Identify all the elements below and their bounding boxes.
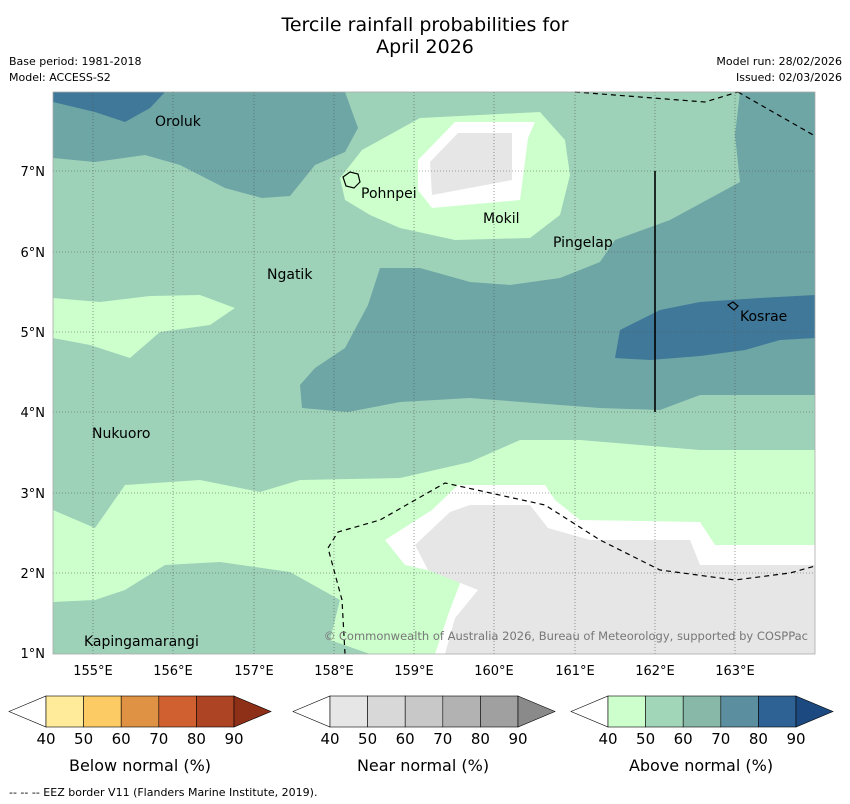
map-title: Tercile rainfall probabilities for April… [0,14,850,58]
place-pingelap: Pingelap [553,235,613,251]
legend-near-label: Near normal (%) [356,756,490,775]
model-name: Model: ACCESS-S2 [9,71,111,84]
place-nukuoro: Nukuoro [92,426,150,442]
legend-above-swatch-3 [682,695,722,728]
meta-right: Model run: 28/02/2026 Issued: 02/03/2026 [716,54,842,86]
lat-label-2n: 2°N [21,567,46,582]
lon-label-161e: 161°E [555,664,595,679]
lat-label-3n: 3°N [21,487,46,502]
legend-near-swatch-4 [442,695,481,728]
legend-above-label: Above normal (%) [628,756,774,775]
title-line-2: April 2026 [376,36,474,58]
legend-near-normal: 40 50 60 70 80 90 [292,695,556,748]
legend-above-swatch-5 [758,695,797,728]
legend-near-swatch-2 [367,695,406,728]
lon-label-155e: 155°E [73,664,113,679]
legend-near-extend-high [517,695,556,728]
lon-label-157e: 157°E [234,664,274,679]
legend-near-tick-90: 90 [508,730,527,748]
map-frame [52,91,816,655]
legend-below-swatch-1 [45,695,84,728]
legend-near-tick-40: 40 [320,730,339,748]
legend-near-tick-60: 60 [396,730,415,748]
base-period: Base period: 1981-2018 [9,55,142,68]
lon-label-163e: 163°E [715,664,755,679]
legend-above-swatch-4 [720,695,759,728]
legend-below-tick-40: 40 [36,730,55,748]
place-mokil: Mokil [483,211,520,227]
legend-below-swatch-5 [196,695,235,728]
legend-below-extend-high [233,695,272,728]
legend-above-tick-60: 60 [674,730,693,748]
lon-label-159e: 159°E [394,664,434,679]
legend-below-swatch-2 [83,695,122,728]
place-oroluk: Oroluk [155,114,202,130]
legend-near-swatch-5 [480,695,519,728]
legend-above-swatch-2 [645,695,684,728]
above-40-50-region-west [53,295,235,358]
lat-label-4n: 4°N [21,406,46,421]
legend-below-tick-60: 60 [112,730,131,748]
lon-label-162e: 162°E [635,664,675,679]
legend-below-swatch-3 [120,695,160,728]
legend-near-tick-70: 70 [433,730,452,748]
place-pohnpei: Pohnpei [361,186,417,202]
pohnpei-island-shape [342,171,361,189]
graticule [53,92,815,654]
legend-below-label: Below normal (%) [68,756,212,775]
legend-above-tick-70: 70 [711,730,730,748]
meta-left: Base period: 1981-2018 Model: ACCESS-S2 [9,54,141,86]
place-kosrae: Kosrae [740,309,787,325]
legend-above-swatch-1 [607,695,646,728]
kosrae-island-shape [726,301,739,311]
legend-near-swatch-3 [404,695,444,728]
legend-below-normal: 40 50 60 70 80 90 [8,695,272,748]
legend-near-tick-50: 50 [358,730,377,748]
legend-below-tick-80: 80 [187,730,206,748]
map-plot-area [53,92,815,654]
copyright-note: © Commonwealth of Australia 2026, Bureau… [324,629,808,643]
lon-label-158e: 158°E [314,664,354,679]
legend-above-tick-50: 50 [636,730,655,748]
above-70-80-region-east [615,295,815,360]
lat-label-7n: 7°N [21,165,46,180]
legend-above-normal: 40 50 60 70 80 90 [570,695,834,748]
lat-label-5n: 5°N [21,326,46,341]
near-40-50-region-south [415,505,815,654]
model-run: Model run: 28/02/2026 [716,55,842,68]
legend-above-tick-80: 80 [749,730,768,748]
title-line-1: Tercile rainfall probabilities for [281,14,569,36]
legend-near-extend-low [292,695,331,728]
place-kapingamarangi: Kapingamarangi [84,634,199,650]
issued-date: Issued: 02/03/2026 [735,71,842,84]
legend-above-extend-high [795,695,834,728]
legend-below-tick-70: 70 [149,730,168,748]
lat-label-6n: 6°N [21,246,46,261]
legend-below-tick-90: 90 [224,730,243,748]
lat-label-1n: 1°N [21,647,46,662]
legend-above-tick-40: 40 [598,730,617,748]
legend-below-extend-low [8,695,47,728]
place-ngatik: Ngatik [267,267,313,283]
lon-label-160e: 160°E [474,664,514,679]
legend-below-swatch-4 [158,695,197,728]
legend-below-tick-50: 50 [74,730,93,748]
above-70-80-region [53,92,165,122]
near-40-50-region [430,133,512,195]
eez-border [327,91,816,655]
lon-label-156e: 156°E [153,664,193,679]
legend-above-tick-90: 90 [786,730,805,748]
legend-near-swatch-1 [329,695,368,728]
legend-above-extend-low [570,695,609,728]
eez-footnote: -- -- -- EEZ border V11 (Flanders Marine… [9,786,318,799]
legend-near-tick-80: 80 [471,730,490,748]
